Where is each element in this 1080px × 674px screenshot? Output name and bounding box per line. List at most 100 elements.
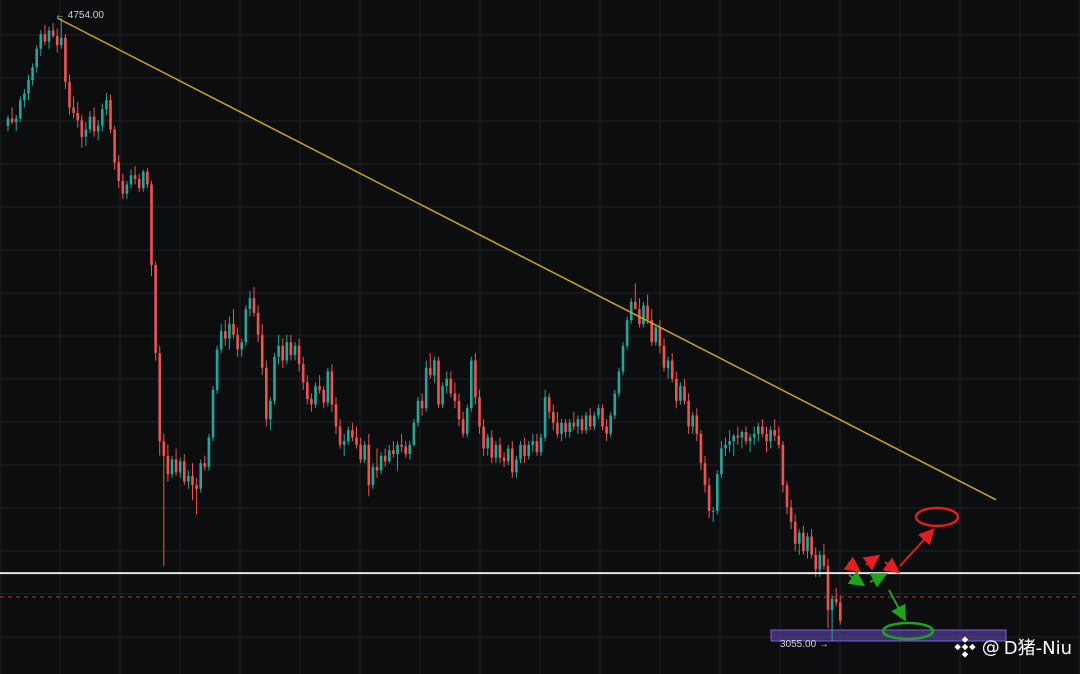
- candle-down: [297, 345, 301, 365]
- green-target-circle: [881, 621, 935, 641]
- candle-up: [347, 430, 350, 442]
- candle-down: [256, 312, 260, 335]
- candle-down: [113, 129, 116, 163]
- candle-up: [666, 360, 670, 368]
- candle-down: [281, 345, 284, 361]
- candle-up: [724, 444, 727, 449]
- candle-up: [720, 448, 723, 475]
- candle-up: [679, 386, 682, 401]
- candle-up: [96, 125, 100, 132]
- candle-down: [601, 408, 604, 427]
- candle-down: [166, 455, 170, 475]
- candle-down: [802, 532, 805, 552]
- candle-down: [383, 455, 387, 462]
- candle-up: [445, 378, 448, 387]
- candle-down: [687, 400, 690, 427]
- candle-up: [101, 109, 104, 126]
- candle-up: [798, 532, 801, 544]
- candle-down: [359, 444, 362, 460]
- candle-up: [740, 431, 744, 438]
- candle-up: [19, 100, 22, 119]
- candle-down: [785, 485, 789, 508]
- candle-up: [27, 79, 30, 94]
- candle-down: [793, 521, 797, 544]
- red-target-circle: [914, 506, 960, 528]
- low-price-value: 3055.00: [780, 639, 817, 650]
- candle-down: [183, 461, 186, 482]
- candle-down: [478, 397, 481, 427]
- candle-up: [527, 444, 530, 456]
- candle-down: [191, 475, 194, 486]
- candle-down: [72, 107, 75, 113]
- candle-up: [388, 450, 391, 462]
- candle-up: [416, 400, 420, 423]
- candle-up: [412, 422, 416, 445]
- candle-up: [35, 48, 38, 68]
- candle-up: [129, 175, 133, 185]
- candle-up: [441, 386, 444, 405]
- candle-down: [355, 437, 358, 445]
- candle-down: [109, 100, 112, 130]
- high-price-value: 4754.00: [67, 10, 104, 21]
- candle-down: [707, 485, 711, 511]
- candle-down: [474, 360, 477, 398]
- candle-down: [822, 554, 826, 566]
- candle-down: [146, 171, 149, 185]
- candle-down: [810, 536, 813, 555]
- candle-up: [433, 360, 436, 376]
- candle-up: [207, 437, 211, 467]
- candle-up: [408, 444, 412, 454]
- candle-down: [400, 444, 403, 447]
- candle-down: [588, 415, 592, 427]
- candle-down: [338, 426, 342, 445]
- candle-down: [224, 331, 227, 339]
- candle-down: [556, 422, 559, 434]
- candle-up: [293, 345, 297, 355]
- red-arrow: [862, 554, 881, 571]
- green-arrow: [847, 570, 866, 587]
- candle-up: [654, 327, 658, 343]
- candle-up: [219, 331, 223, 350]
- green-arrow: [869, 573, 888, 588]
- candle-up: [125, 184, 129, 194]
- candle-down: [670, 360, 674, 379]
- candle-down: [420, 400, 424, 409]
- candle-up: [568, 422, 571, 432]
- candle-down: [174, 459, 178, 473]
- candle-up: [215, 349, 219, 390]
- candle-down: [511, 448, 514, 473]
- candle-down: [137, 178, 141, 189]
- candle-up: [806, 536, 809, 552]
- candle-down: [826, 565, 830, 610]
- candle-up: [88, 116, 92, 130]
- candle-up: [519, 444, 522, 460]
- candle-up: [285, 342, 289, 361]
- candle-down: [150, 184, 153, 266]
- candle-up: [691, 415, 694, 427]
- candle-up: [187, 475, 190, 482]
- candle-down: [76, 112, 79, 121]
- candle-up: [23, 93, 26, 101]
- candle-up: [728, 441, 731, 445]
- candle-down: [699, 433, 703, 464]
- candle-down: [498, 444, 502, 458]
- candle-down: [502, 457, 506, 462]
- candle-down: [158, 353, 161, 442]
- candle-up: [560, 422, 563, 434]
- candle-down: [580, 419, 584, 431]
- candle-down: [650, 320, 653, 343]
- candle-up: [769, 430, 772, 442]
- candle-up: [228, 323, 231, 339]
- candle-down: [322, 389, 325, 403]
- candle-down: [64, 37, 67, 82]
- candle-up: [424, 367, 428, 409]
- candle-down: [252, 298, 256, 313]
- binance-logo-icon: [954, 636, 976, 658]
- candle-down: [121, 180, 125, 194]
- candle-down: [761, 426, 764, 434]
- candle-up: [244, 309, 248, 343]
- candle-down: [605, 426, 608, 434]
- candle-down: [437, 360, 440, 405]
- candle-down: [162, 441, 166, 456]
- candle-down: [523, 444, 526, 456]
